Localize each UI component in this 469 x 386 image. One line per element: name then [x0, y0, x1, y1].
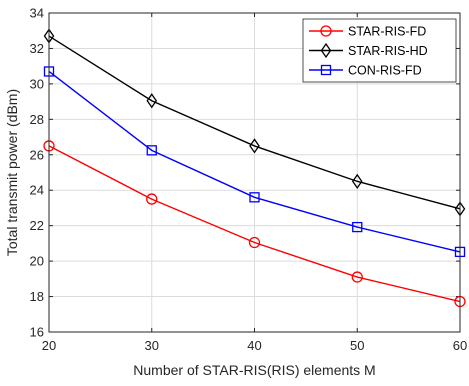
data-point: [146, 145, 157, 156]
y-tick-label: 30: [30, 76, 44, 91]
series-line: [48, 70, 461, 253]
legend-marker: [320, 64, 332, 76]
series-star-ris-fd: [43, 140, 466, 308]
legend-label: STAR-RIS-FD: [348, 25, 426, 39]
x-tick-label: 30: [145, 338, 159, 353]
legend-label: CON-RIS-FD: [348, 64, 422, 78]
y-tick-label: 22: [30, 218, 44, 233]
series-star-ris-hd: [43, 28, 466, 217]
x-axis-label: Number of STAR-RIS(RIS) elements M: [133, 362, 375, 378]
legend: STAR-RIS-FD STAR-RIS-HD CON-RIS-FD: [302, 18, 457, 83]
y-tick-label: 20: [30, 254, 44, 269]
y-tick-label: 16: [30, 325, 44, 340]
legend-marker: [320, 42, 332, 59]
legend-item: STAR-RIS-FD: [309, 25, 426, 39]
data-point: [352, 221, 363, 233]
x-tick-label: 50: [350, 338, 364, 353]
legend-label: STAR-RIS-HD: [348, 44, 428, 58]
x-axis-ticks: 20 30 40 50 60: [42, 13, 467, 353]
y-axis-ticks: 16 18 20 22 24 26 28 30 32 34: [30, 6, 460, 340]
data-point: [249, 192, 260, 203]
y-axis-label: Total transmit power (dBm): [4, 89, 20, 256]
legend-marker: [320, 25, 332, 37]
data-point: [351, 271, 363, 283]
data-point: [249, 138, 260, 154]
legend-item: STAR-RIS-HD: [309, 42, 428, 59]
plot-frame: [48, 12, 461, 333]
x-tick-label: 60: [453, 338, 467, 353]
legend-item: CON-RIS-FD: [309, 64, 422, 78]
y-tick-label: 34: [30, 6, 44, 21]
series-line: [48, 35, 461, 210]
x-tick-label: 40: [247, 338, 261, 353]
y-tick-label: 26: [30, 147, 44, 162]
data-point: [248, 236, 261, 249]
series-line: [48, 145, 461, 303]
y-tick-label: 32: [30, 41, 44, 56]
data-point: [146, 93, 158, 109]
series-layer: [43, 28, 466, 308]
y-tick-label: 28: [30, 112, 44, 127]
data-point: [146, 193, 158, 205]
data-point: [351, 173, 363, 190]
y-tick-label: 18: [30, 289, 44, 304]
y-tick-label: 24: [30, 183, 44, 198]
x-tick-label: 20: [42, 338, 56, 353]
